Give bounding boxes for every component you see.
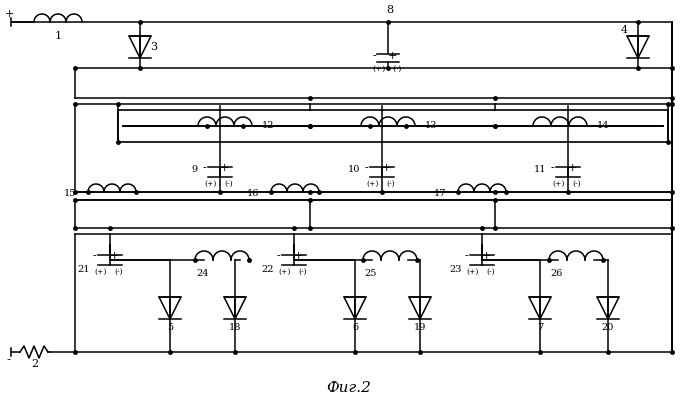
Text: Фиг.2: Фиг.2 — [326, 381, 371, 395]
Text: (-): (-) — [572, 180, 582, 188]
Text: (-): (-) — [115, 268, 123, 276]
Text: 25: 25 — [365, 269, 377, 279]
Text: (-): (-) — [392, 65, 402, 73]
Text: -: - — [364, 163, 368, 173]
Text: +: + — [568, 163, 577, 173]
Text: -: - — [202, 163, 206, 173]
Text: 22: 22 — [261, 265, 274, 275]
Text: (+): (+) — [553, 180, 565, 188]
Text: (-): (-) — [387, 180, 396, 188]
Text: -: - — [276, 251, 280, 261]
Text: -: - — [464, 251, 468, 261]
Text: (-): (-) — [298, 268, 308, 276]
Text: -: - — [92, 251, 96, 261]
Text: 8: 8 — [387, 5, 394, 15]
Text: -: - — [550, 163, 554, 173]
Text: (+): (+) — [367, 180, 379, 188]
Text: (+): (+) — [205, 180, 217, 188]
Text: 17: 17 — [433, 190, 446, 198]
Text: (+): (+) — [279, 268, 291, 276]
Text: 11: 11 — [533, 166, 546, 174]
Text: -: - — [372, 51, 376, 61]
Text: 15: 15 — [64, 190, 76, 198]
Text: 20: 20 — [602, 324, 614, 332]
Text: 5: 5 — [167, 324, 173, 332]
Text: (+): (+) — [95, 268, 107, 276]
Text: 2: 2 — [31, 359, 38, 369]
Text: +: + — [4, 9, 14, 19]
Text: 23: 23 — [449, 265, 462, 275]
Text: 4: 4 — [621, 25, 628, 35]
Text: +: + — [109, 251, 119, 261]
Text: (+): (+) — [467, 268, 480, 276]
FancyBboxPatch shape — [118, 110, 668, 142]
Text: 1: 1 — [55, 31, 62, 41]
Text: 9: 9 — [192, 166, 198, 174]
Text: 21: 21 — [78, 265, 90, 275]
Text: 12: 12 — [262, 122, 275, 130]
Text: (-): (-) — [487, 268, 496, 276]
Text: -: - — [7, 354, 11, 367]
Text: +: + — [382, 163, 391, 173]
Text: 14: 14 — [597, 122, 610, 130]
Text: (+): (+) — [373, 65, 386, 73]
Text: +: + — [482, 251, 491, 261]
Text: 7: 7 — [537, 324, 543, 332]
Text: 19: 19 — [414, 324, 426, 332]
Text: 13: 13 — [425, 122, 438, 130]
Text: 10: 10 — [347, 166, 360, 174]
Text: (-): (-) — [224, 180, 233, 188]
Text: +: + — [387, 51, 397, 61]
Text: +: + — [294, 251, 303, 261]
Text: 26: 26 — [551, 269, 563, 279]
Text: 24: 24 — [196, 269, 209, 279]
Text: 6: 6 — [352, 324, 358, 332]
Text: 3: 3 — [150, 42, 157, 52]
Text: 16: 16 — [247, 190, 259, 198]
Text: 18: 18 — [229, 324, 241, 332]
Text: +: + — [219, 163, 229, 173]
